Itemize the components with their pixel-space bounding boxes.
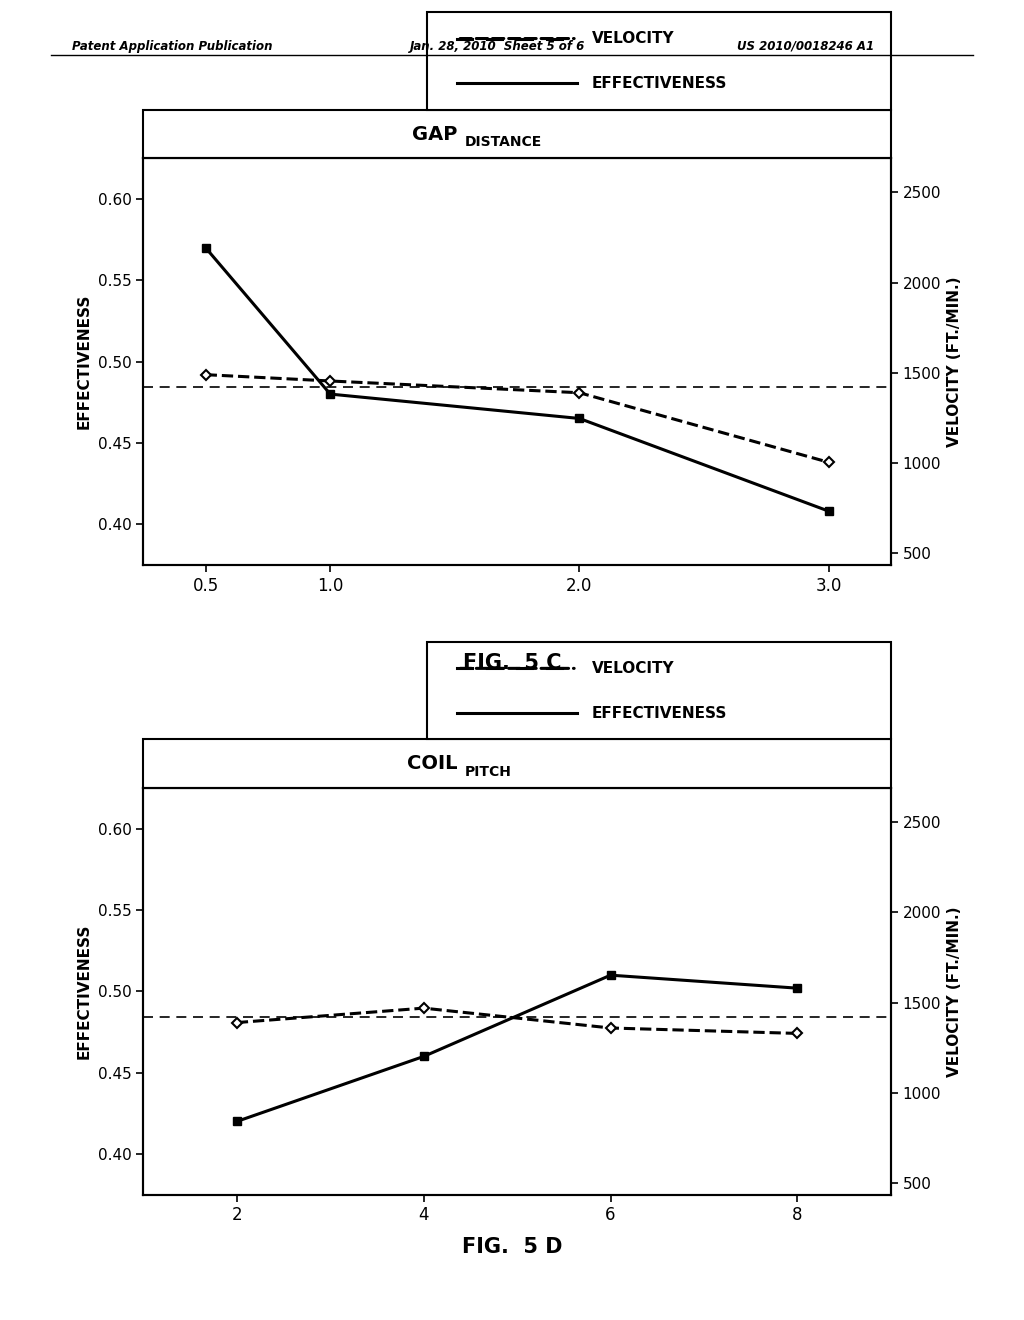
Bar bbox=[143, 739, 891, 788]
Bar bbox=[427, 642, 891, 739]
Text: EFFECTIVENESS: EFFECTIVENESS bbox=[592, 75, 727, 91]
Text: DISTANCE: DISTANCE bbox=[465, 135, 542, 149]
Y-axis label: VELOCITY (FT./MIN.): VELOCITY (FT./MIN.) bbox=[947, 906, 962, 1077]
Y-axis label: EFFECTIVENESS: EFFECTIVENESS bbox=[77, 924, 92, 1059]
Text: EFFECTIVENESS: EFFECTIVENESS bbox=[592, 706, 727, 721]
Text: VELOCITY: VELOCITY bbox=[592, 32, 675, 46]
Bar bbox=[427, 12, 891, 110]
Text: US 2010/0018246 A1: US 2010/0018246 A1 bbox=[737, 40, 874, 53]
Text: FIG.  5 D: FIG. 5 D bbox=[462, 1237, 562, 1258]
Text: VELOCITY: VELOCITY bbox=[592, 661, 675, 676]
Text: COIL: COIL bbox=[407, 754, 458, 774]
Bar bbox=[143, 110, 891, 158]
Y-axis label: EFFECTIVENESS: EFFECTIVENESS bbox=[77, 294, 92, 429]
Text: FIG.  5 C: FIG. 5 C bbox=[463, 652, 561, 673]
Text: Jan. 28, 2010  Sheet 5 of 6: Jan. 28, 2010 Sheet 5 of 6 bbox=[410, 40, 585, 53]
Text: Patent Application Publication: Patent Application Publication bbox=[72, 40, 272, 53]
Y-axis label: VELOCITY (FT./MIN.): VELOCITY (FT./MIN.) bbox=[947, 276, 962, 447]
Text: PITCH: PITCH bbox=[465, 766, 512, 779]
Text: GAP: GAP bbox=[412, 124, 458, 144]
